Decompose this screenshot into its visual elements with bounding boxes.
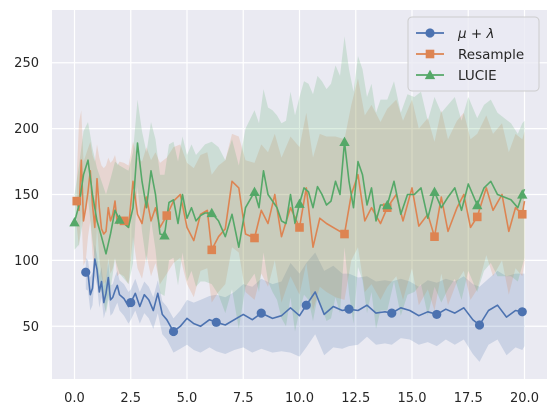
x-tick-label: 0.0 <box>64 391 85 406</box>
marker-series-2-9 <box>472 199 483 210</box>
marker-series-2-4 <box>249 186 260 197</box>
marker-series-0-8 <box>432 309 442 320</box>
marker-series-1-9 <box>472 212 482 222</box>
y-tick-label: 50 <box>22 320 39 335</box>
marker-series-0-6 <box>344 304 354 314</box>
marker-series-1-8 <box>430 232 439 241</box>
legend-label: Resample <box>458 47 524 63</box>
y-tick-label: 250 <box>14 56 39 71</box>
marker-series-2-1 <box>114 214 125 224</box>
marker-series-0-10 <box>517 307 527 317</box>
line-series-0 <box>85 258 526 333</box>
series-markers <box>69 136 528 337</box>
y-tick-label: 200 <box>14 122 39 137</box>
y-tick-label: 100 <box>14 254 39 269</box>
x-tick-label: 17.5 <box>454 391 483 406</box>
x-tick-label: 5.0 <box>177 391 198 406</box>
marker-series-1-1 <box>119 216 129 226</box>
marker-series-0-3 <box>211 317 221 327</box>
legend: μ + λ Resample LUCIE <box>407 16 540 92</box>
marker-series-1-10 <box>517 209 527 219</box>
band-series-1 <box>76 78 525 311</box>
x-axis-ticks: 0.0 2.5 5.0 7.5 10.0 12.5 15.0 17.5 20.0 <box>64 391 539 406</box>
marker-series-1-4 <box>250 233 259 243</box>
legend-label: LUCIE <box>458 68 497 84</box>
marker-series-0-1 <box>126 297 136 308</box>
marker-series-1-3 <box>207 245 217 255</box>
y-axis-ticks: 50 100 150 200 250 <box>14 56 39 335</box>
legend-marker-0 <box>425 28 435 38</box>
marker-series-1-0 <box>72 196 82 206</box>
x-tick-label: 12.5 <box>341 391 370 406</box>
marker-series-2-5 <box>294 198 305 208</box>
x-tick-label: 10.0 <box>285 391 314 406</box>
marker-series-2-0 <box>69 216 80 227</box>
confidence-bands <box>74 36 525 362</box>
marker-series-2-2 <box>159 230 170 240</box>
line-series-2 <box>73 141 526 255</box>
marker-series-0-7 <box>387 308 397 318</box>
x-tick-label: 20.0 <box>510 391 539 406</box>
x-tick-label: 2.5 <box>120 391 141 406</box>
legend-box <box>407 16 540 92</box>
marker-series-1-2 <box>162 211 172 220</box>
x-tick-label: 15.0 <box>398 391 427 406</box>
legend-marker-2 <box>424 69 436 80</box>
marker-series-0-0 <box>81 267 91 277</box>
marker-series-0-2 <box>168 326 179 337</box>
band-series-2 <box>74 36 525 332</box>
marker-series-2-6 <box>339 136 350 146</box>
marker-series-0-5 <box>301 300 311 310</box>
marker-series-1-6 <box>340 229 349 239</box>
marker-series-2-7 <box>382 199 393 210</box>
x-tick-label: 7.5 <box>233 391 254 406</box>
legend-label: μ + λ <box>457 26 494 42</box>
marker-series-0-9 <box>474 320 485 330</box>
marker-series-2-10 <box>517 189 528 199</box>
legend-marker-1 <box>425 49 435 59</box>
marker-series-2-3 <box>206 207 217 218</box>
y-tick-label: 150 <box>14 188 39 203</box>
marker-series-2-8 <box>429 186 440 197</box>
marker-series-1-5 <box>295 223 304 232</box>
marker-series-0-4 <box>256 308 266 318</box>
